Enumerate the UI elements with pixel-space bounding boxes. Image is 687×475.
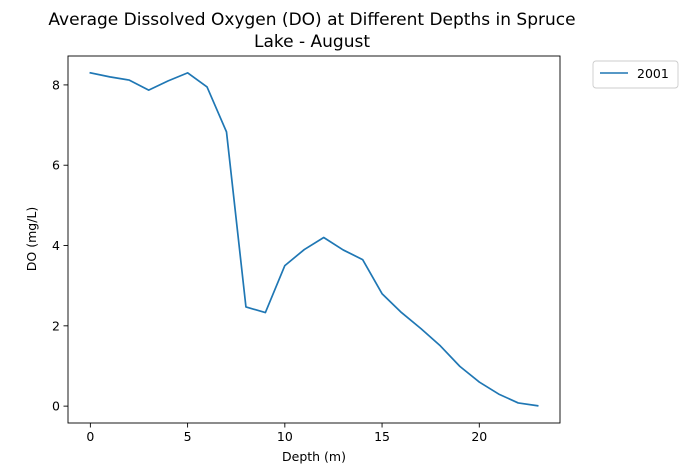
plot-frame bbox=[67, 55, 561, 424]
y-tick-label: 4 bbox=[52, 238, 60, 253]
y-tick-label: 8 bbox=[52, 77, 60, 92]
legend-label-2001: 2001 bbox=[637, 66, 669, 81]
chart-title-line-1: Average Dissolved Oxygen (DO) at Differe… bbox=[48, 10, 575, 30]
axis-ticks: 0 5 10 15 20 0 2 4 6 8 bbox=[52, 77, 487, 444]
legend-box bbox=[592, 60, 679, 89]
y-tick-label: 6 bbox=[52, 158, 60, 173]
x-tick-label: 5 bbox=[184, 429, 192, 444]
legend: 2001 bbox=[592, 60, 679, 89]
x-tick-label: 10 bbox=[277, 429, 293, 444]
x-axis-label: Depth (m) bbox=[282, 449, 346, 464]
y-tick-label: 0 bbox=[52, 399, 60, 414]
chart-title-line-2: Lake - August bbox=[254, 32, 370, 52]
series-line-2001 bbox=[89, 71, 539, 407]
x-tick-label: 20 bbox=[471, 429, 487, 444]
x-tick-label: 15 bbox=[374, 429, 390, 444]
y-tick-label: 2 bbox=[52, 318, 60, 333]
x-tick-label: 0 bbox=[86, 429, 94, 444]
y-axis-label: DO (mg/L) bbox=[24, 207, 39, 271]
series-layer bbox=[89, 71, 539, 407]
